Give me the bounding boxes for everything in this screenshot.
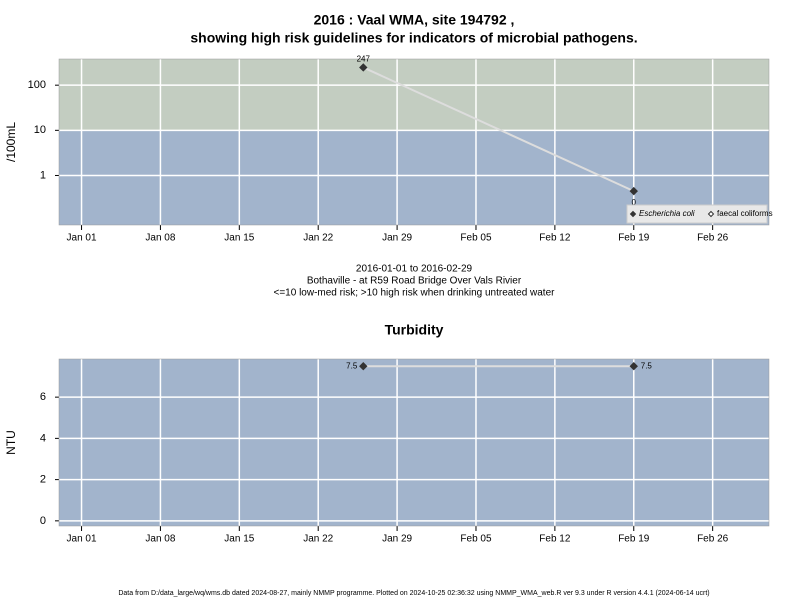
plot-background xyxy=(59,359,769,526)
x-tick-label: Jan 22 xyxy=(303,534,333,545)
x-tick-label: Feb 26 xyxy=(697,534,729,545)
footer: Data from D:/data_large/wq/wms.db dated … xyxy=(118,590,709,597)
y-tick-label: 1 xyxy=(40,169,46,181)
x-tick-label: Feb 12 xyxy=(539,534,571,545)
legend-label: faecal coliforms xyxy=(717,209,773,218)
y-tick-label: 2 xyxy=(40,474,46,486)
data-point xyxy=(359,362,368,371)
x-tick-label: Jan 08 xyxy=(145,534,175,545)
chart-title: Turbidity xyxy=(385,322,444,338)
x-tick-label: Jan 29 xyxy=(382,534,412,545)
legend-marker xyxy=(707,210,715,218)
data-point xyxy=(629,186,638,196)
legend-marker xyxy=(629,210,637,218)
y-tick-label: 10 xyxy=(34,124,46,136)
x-tick-label: Feb 12 xyxy=(539,233,571,244)
x-tick-label: Jan 22 xyxy=(303,233,333,244)
y-tick-label: 6 xyxy=(40,391,46,403)
chart-title: 2016 : Vaal WMA, site 194792 , xyxy=(314,12,515,28)
legend-box xyxy=(626,204,768,224)
legend-label: Escherichia coli xyxy=(639,209,695,218)
y-axis-label: /100mL xyxy=(4,122,18,162)
subtitle: 2016-01-01 to 2016-02-29 xyxy=(356,264,473,275)
x-tick-label: Jan 08 xyxy=(145,233,175,244)
data-point xyxy=(359,63,368,72)
x-tick-label: Jan 29 xyxy=(382,233,412,244)
subtitle: <=10 low-med risk; >10 high risk when dr… xyxy=(274,288,556,299)
band-high xyxy=(59,59,769,131)
x-tick-label: Jan 15 xyxy=(224,233,254,244)
data-label: 7.5 xyxy=(641,361,653,370)
x-tick-label: Jan 15 xyxy=(224,534,254,545)
data-point xyxy=(629,362,638,371)
data-label: 0 xyxy=(632,198,637,207)
x-tick-label: Feb 05 xyxy=(460,233,492,244)
x-tick-label: Feb 26 xyxy=(697,233,729,244)
plot-frame xyxy=(58,58,770,226)
x-tick-label: Jan 01 xyxy=(67,233,97,244)
y-tick-label: 100 xyxy=(28,79,46,91)
y-tick-label: 4 xyxy=(40,432,46,444)
data-label: 247 xyxy=(357,55,371,64)
y-axis-label: NTU xyxy=(4,430,18,455)
x-tick-label: Jan 01 xyxy=(67,534,97,545)
plot-frame xyxy=(58,358,770,527)
x-tick-label: Feb 19 xyxy=(618,534,650,545)
data-label: 7.5 xyxy=(346,361,358,370)
data-line xyxy=(362,66,635,193)
x-tick-label: Feb 05 xyxy=(460,534,492,545)
x-tick-label: Feb 19 xyxy=(618,233,650,244)
y-tick-label: 0 xyxy=(40,515,46,527)
subtitle: Bothaville - at R59 Road Bridge Over Val… xyxy=(307,276,522,287)
chart-title: showing high risk guidelines for indicat… xyxy=(190,30,637,46)
